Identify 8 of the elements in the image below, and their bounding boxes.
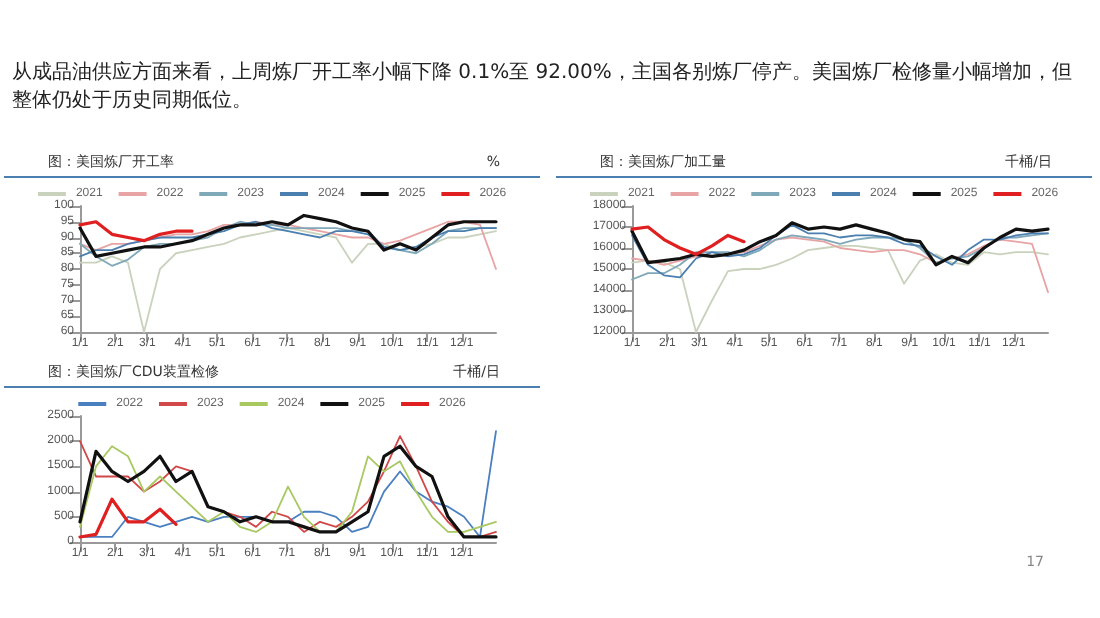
line-series: [630, 221, 1050, 267]
line-series: [630, 225, 746, 256]
line-series: [631, 224, 1049, 279]
line-series: [78, 497, 178, 539]
text: 从成品油供应方面来看，上周炼厂开工率小幅下降 0.1%至 92.00%，主国各别炼厂停产。美国炼厂检修量小幅增加，但整体仍处于历史同期低位。: [12, 60, 1074, 116]
line-series: [78, 220, 194, 243]
line-series: [78, 213, 498, 258]
line-series: [79, 220, 497, 258]
